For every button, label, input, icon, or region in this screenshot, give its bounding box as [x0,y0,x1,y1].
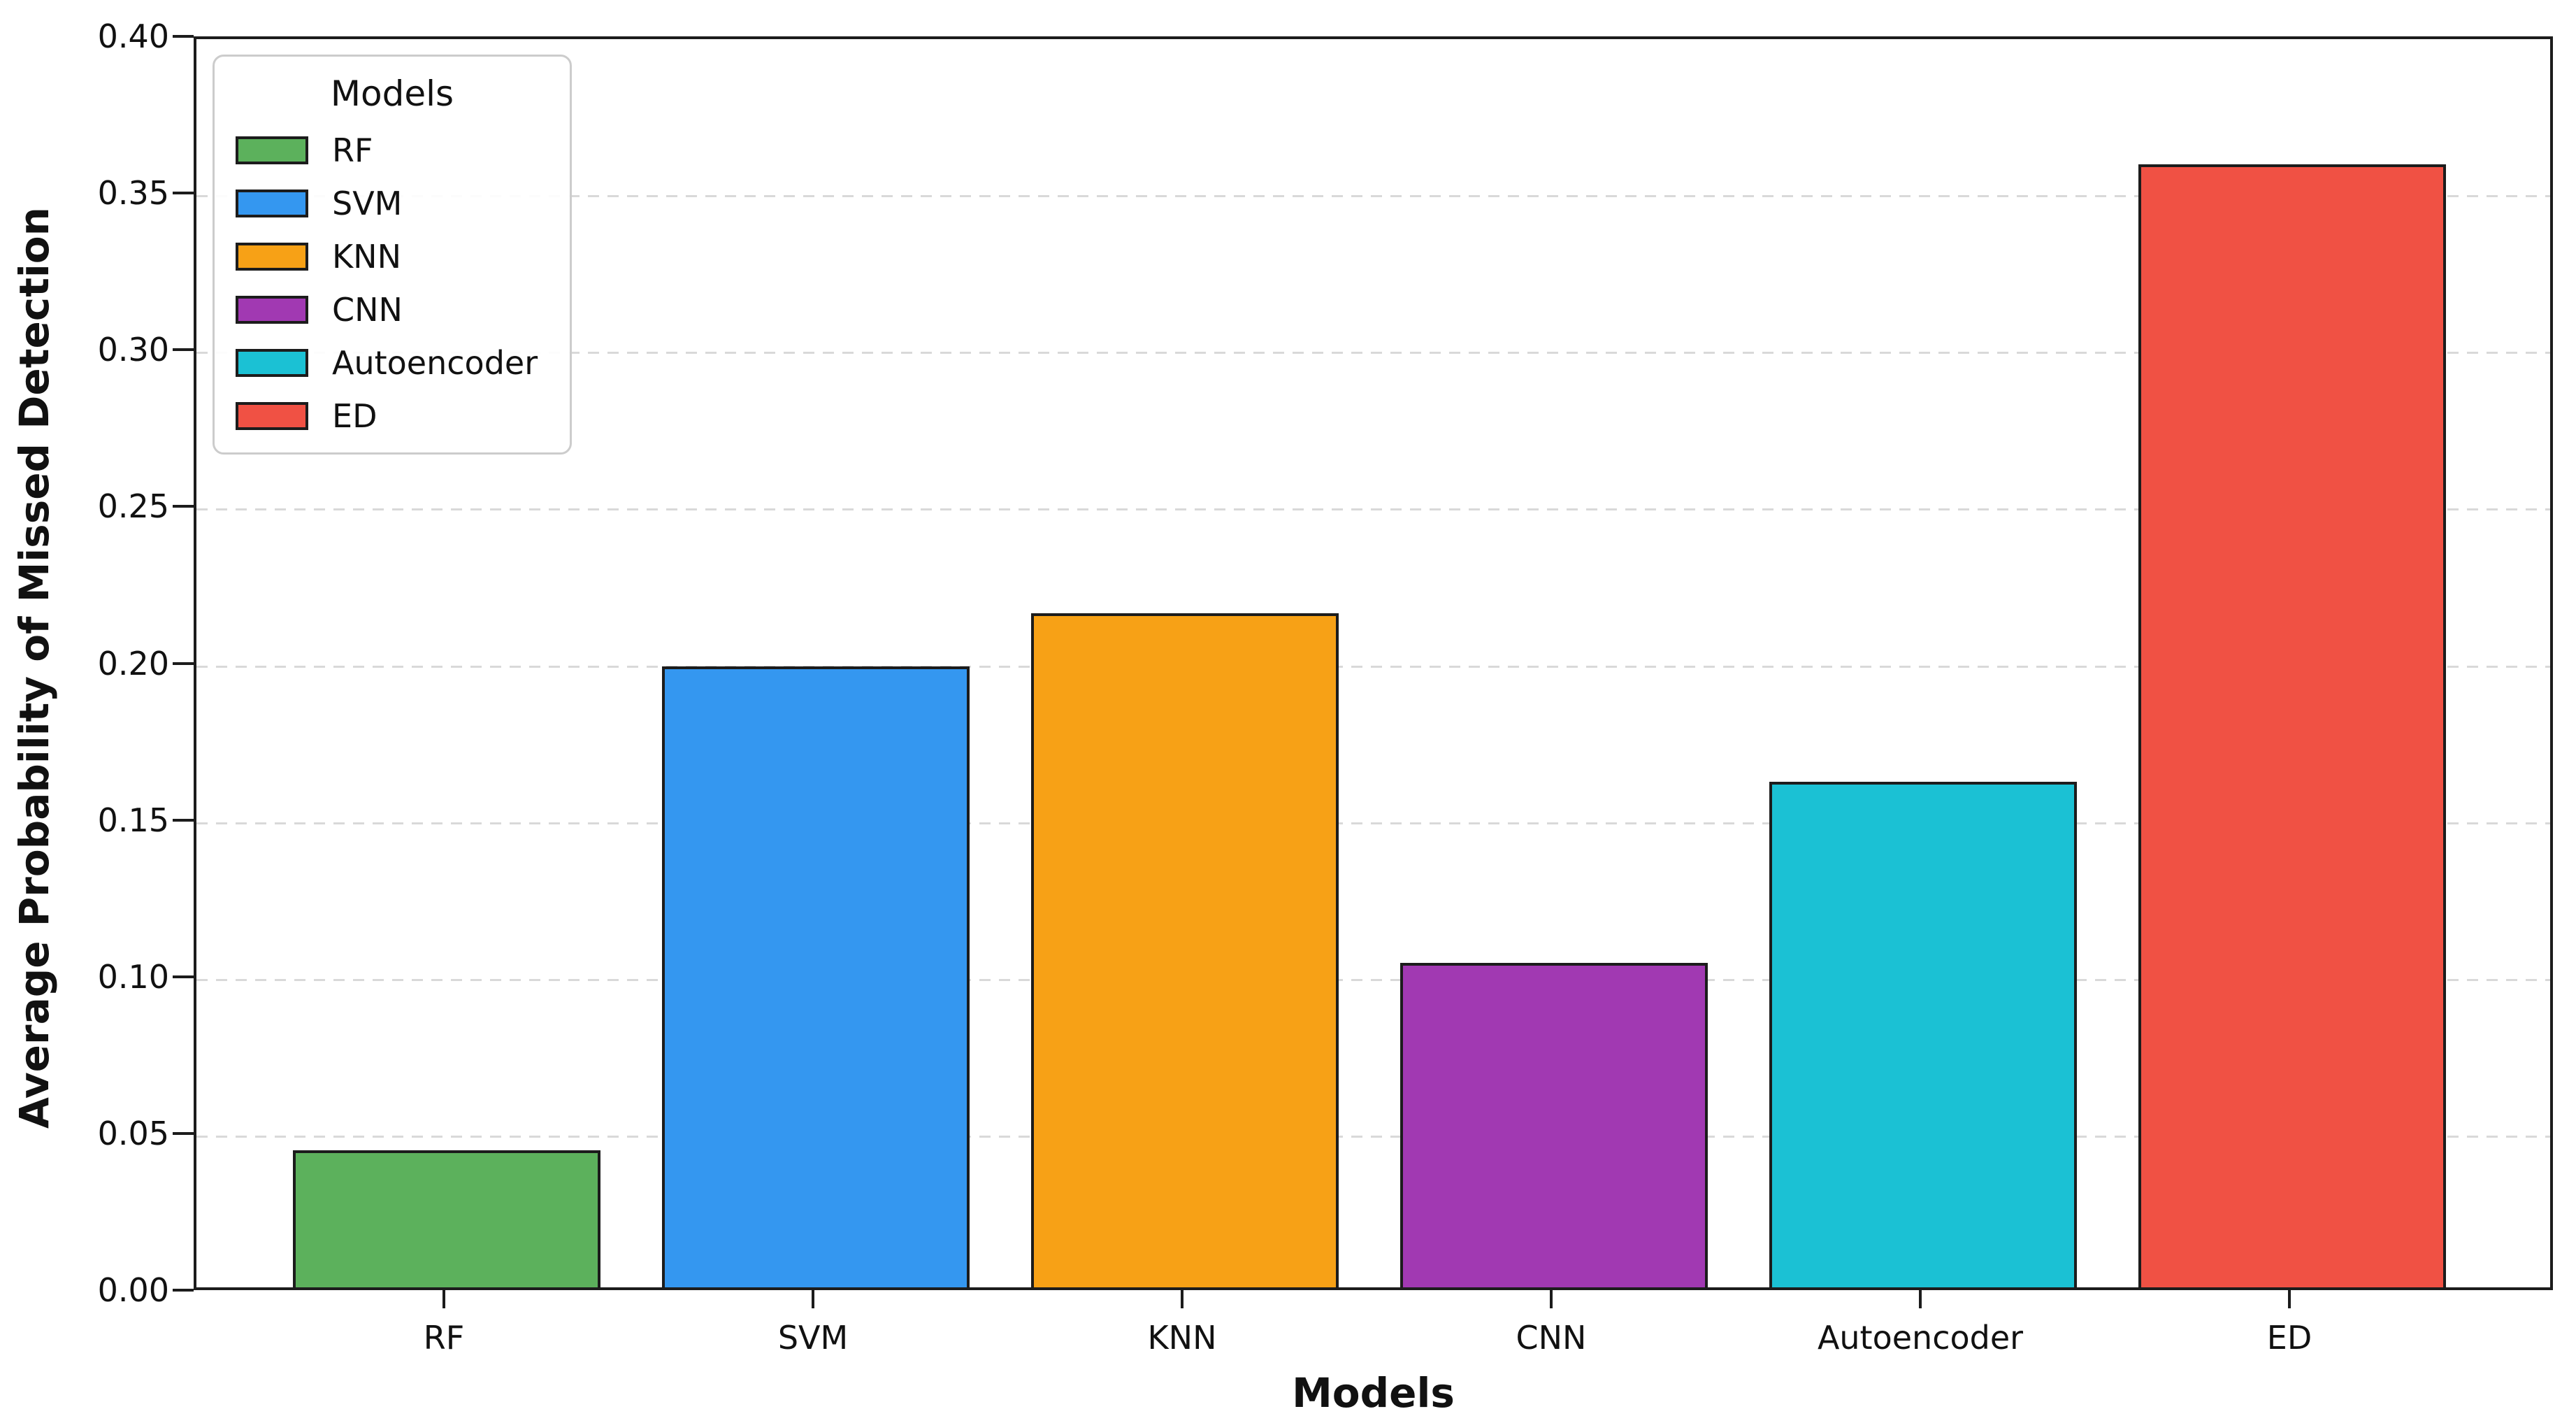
legend-entry: RF [236,132,549,169]
gridline [196,508,2550,511]
x-axis-tick-label: KNN [1147,1319,1217,1357]
gridline [196,822,2550,824]
y-tick-mark [173,818,194,822]
x-tick-mark [2288,1290,2291,1308]
gridline [196,352,2550,355]
legend-entry: KNN [236,238,549,275]
legend-swatch-svm [236,190,308,217]
y-tick-mark [173,1131,194,1135]
x-tick-mark [1181,1290,1183,1308]
legend-entries: RF SVM KNN CNN Autoencoder ED [236,132,549,434]
bar-ed [2138,164,2446,1287]
bar-cnn [1400,962,1708,1287]
y-axis-tick-label: 0.05 [97,1114,169,1152]
y-tick-mark [173,662,194,665]
y-tick-mark [173,975,194,978]
y-axis-tick-label: 0.20 [97,644,169,682]
bar-svm [662,666,970,1287]
y-axis-tick-label: 0.25 [97,487,169,526]
legend-swatch-ed [236,402,308,430]
x-axis-label: Models [1292,1369,1455,1417]
x-axis-tick-label: CNN [1516,1319,1587,1357]
gridline [196,1135,2550,1138]
legend-entry-label: Autoencoder [332,344,538,382]
legend-title: Models [330,73,454,114]
y-axis-tick-label: 0.10 [97,957,169,996]
x-axis-tick-label: ED [2266,1319,2312,1357]
plot-area [194,36,2553,1290]
legend: Models RF SVM KNN CNN Autoencoder ED [213,55,572,455]
legend-entry-label: RF [332,131,373,169]
legend-entry-label: SVM [332,185,403,222]
legend-entry: SVM [236,185,549,222]
gridline [196,978,2550,981]
x-tick-mark [442,1290,445,1308]
y-tick-mark [173,35,194,38]
x-tick-mark [1919,1290,1922,1308]
bar-autoencoder [1769,782,2077,1287]
y-tick-mark [173,348,194,352]
x-axis-tick-label: Autoencoder [1817,1319,2024,1357]
legend-swatch-cnn [236,296,308,324]
bars-container [293,39,2446,1287]
legend-swatch-knn [236,243,308,271]
bar-rf [293,1150,600,1287]
legend-entry-label: KNN [332,238,401,276]
y-tick-mark [173,1289,194,1292]
y-axis-tick-label: 0.30 [97,331,169,369]
legend-entry: ED [236,398,549,434]
x-axis-tick-label: RF [423,1319,465,1357]
y-axis-tick-label: 0.40 [97,17,169,55]
y-axis-tick-label: 0.35 [97,174,169,213]
x-axis-tick-label: SVM [777,1319,849,1357]
legend-swatch-autoencoder [236,349,308,377]
legend-swatch-rf [236,136,308,164]
legend-entry: Autoencoder [236,345,549,381]
y-tick-mark [173,192,194,195]
legend-entry-label: CNN [332,291,403,329]
gridline [196,665,2550,668]
y-axis-tick-label: 0.15 [97,801,169,839]
gridline [196,195,2550,198]
y-axis-tick-label: 0.00 [97,1271,169,1309]
legend-entry-label: ED [332,397,377,435]
y-tick-mark [173,505,194,508]
x-tick-mark [1550,1290,1553,1308]
x-tick-mark [812,1290,814,1308]
bar-knn [1031,613,1339,1287]
legend-entry: CNN [236,292,549,328]
